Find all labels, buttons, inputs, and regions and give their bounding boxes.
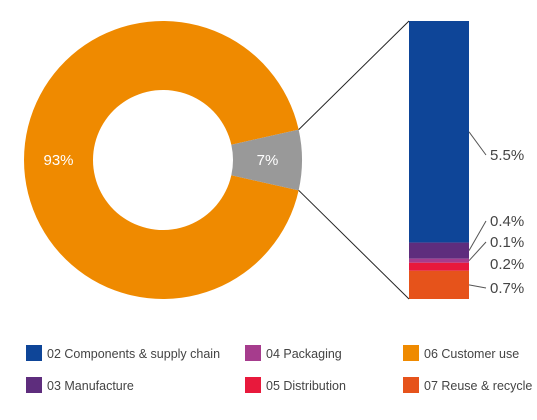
legend-label-3: 03 Manufacture (47, 379, 134, 393)
donut-slice-0 (24, 21, 299, 300)
donut-slice-1 (231, 129, 303, 191)
breakdown-segment-1 (409, 242, 469, 259)
donut-slice-label-1: 7% (257, 152, 279, 169)
breakdown-leader-2 (468, 241, 487, 262)
legend-swatch-2 (403, 345, 419, 361)
breakdown-segment-2 (409, 258, 469, 263)
breakdown-label-0: 5.5% (490, 147, 524, 164)
legend-label-0: 02 Components & supply chain (47, 347, 220, 361)
legend-label-1: 04 Packaging (266, 347, 342, 361)
legend-label-5: 07 Reuse & recycle (424, 379, 532, 393)
breakdown-leader-0 (468, 131, 487, 156)
breakdown-leader-4 (468, 284, 487, 289)
legend-swatch-4 (245, 377, 261, 393)
breakdown-label-2: 0.1% (490, 234, 524, 251)
breakdown-segment-3 (409, 262, 469, 271)
legend-swatch-1 (245, 345, 261, 361)
legend-swatch-3 (26, 377, 42, 393)
connector-line-top (298, 20, 410, 131)
legend-label-2: 06 Customer use (424, 347, 519, 361)
breakdown-segment-0 (409, 21, 469, 243)
breakdown-label-3: 0.2% (490, 256, 524, 273)
connector-line-bottom (298, 189, 410, 300)
breakdown-segment-4 (409, 270, 469, 299)
legend-swatch-0 (26, 345, 42, 361)
breakdown-label-1: 0.4% (490, 213, 524, 230)
donut-slice-label-0: 93% (43, 152, 73, 169)
legend-swatch-5 (403, 377, 419, 393)
breakdown-label-4: 0.7% (490, 280, 524, 297)
legend-label-4: 05 Distribution (266, 379, 346, 393)
breakdown-leader-1 (468, 220, 487, 251)
